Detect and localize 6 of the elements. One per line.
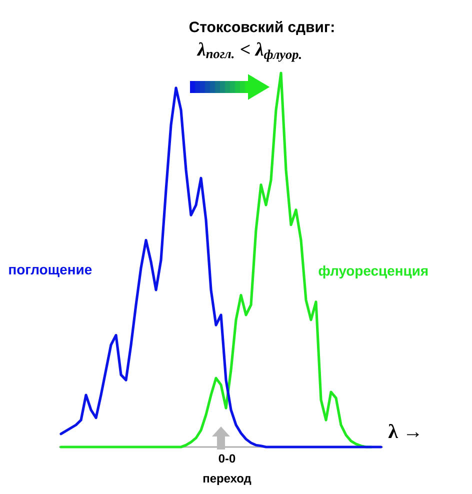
- chart-subtitle: λ$_{погл.}$ < λ$_{флуор.}$: [196, 42, 301, 62]
- x-axis-title: λ →: [388, 424, 419, 438]
- chart-title: Стоксовский сдвиг:: [189, 20, 334, 36]
- text: поглощение: [9, 266, 92, 278]
- text: 0-0 переход: [203, 454, 252, 485]
- series-label: флуоресценция: [318, 265, 428, 278]
